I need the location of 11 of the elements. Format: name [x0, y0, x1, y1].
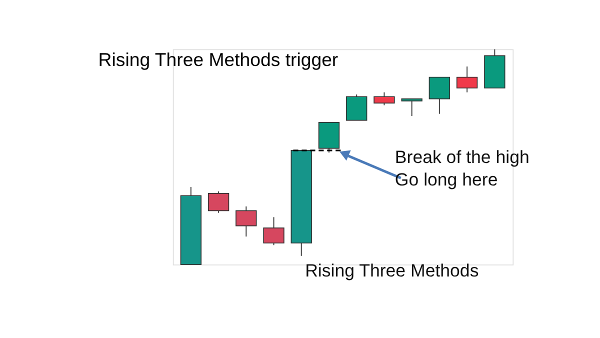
candlestick	[346, 94, 368, 121]
candlestick	[208, 190, 230, 214]
candlestick	[263, 216, 284, 246]
candlestick	[236, 206, 257, 238]
annotation: Break of the high Go long here	[394, 146, 530, 190]
annotation: Rising Three Methods	[305, 260, 479, 280]
candlestick	[456, 66, 478, 93]
candlestick	[401, 98, 422, 116]
chart-title: Rising Three Methods trigger	[98, 49, 338, 70]
candlestick	[374, 92, 395, 106]
candlestick	[428, 76, 450, 114]
